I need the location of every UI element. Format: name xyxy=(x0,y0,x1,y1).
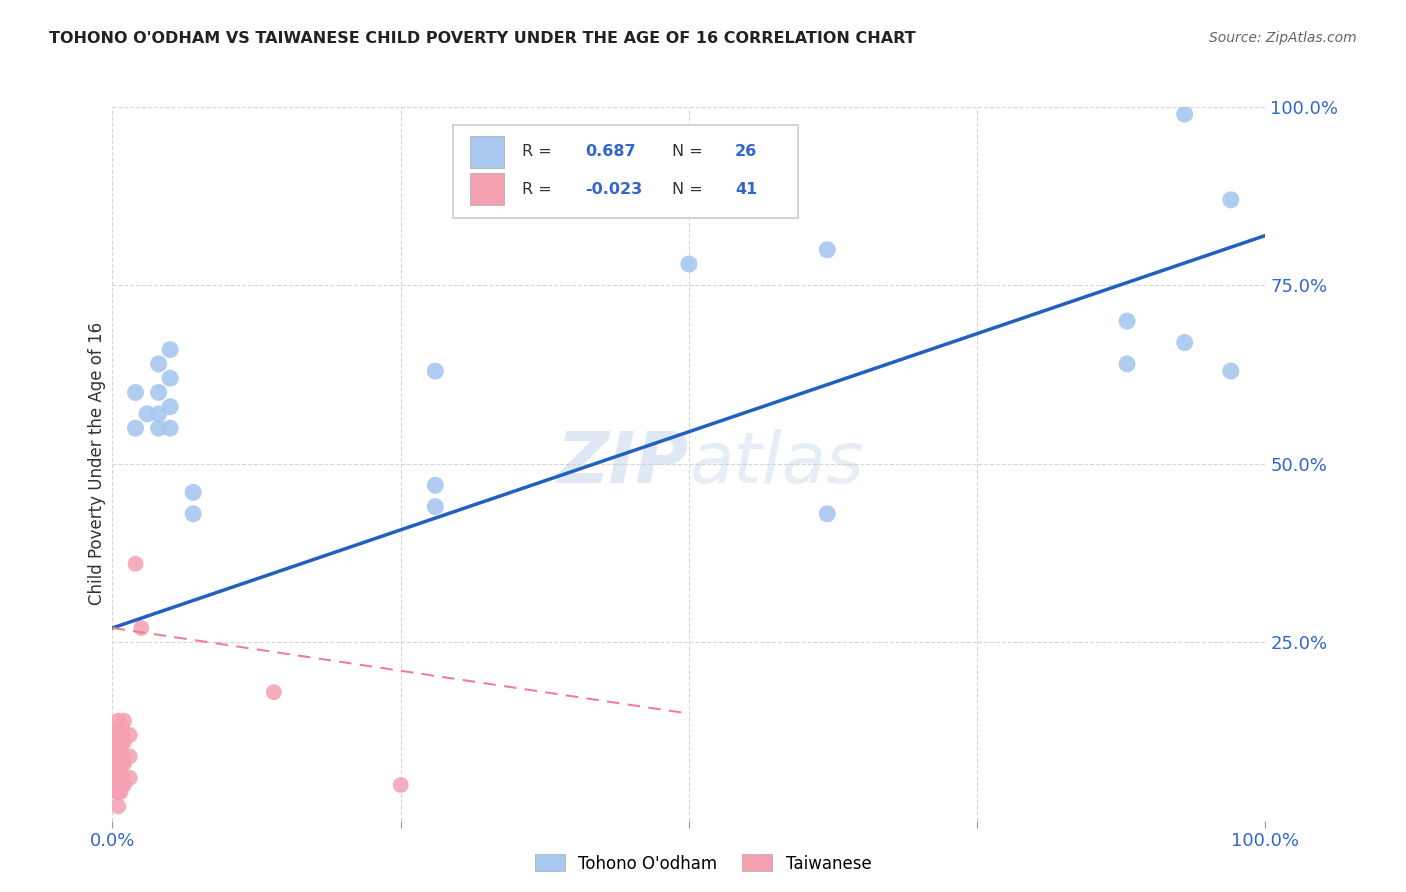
Point xyxy=(181,507,204,521)
Point xyxy=(110,785,132,799)
Point xyxy=(159,421,181,435)
Point xyxy=(148,385,170,400)
Point xyxy=(815,243,838,257)
Text: -0.023: -0.023 xyxy=(585,182,643,196)
Text: N =: N = xyxy=(672,182,707,196)
Point xyxy=(110,742,132,756)
Point xyxy=(1116,357,1139,371)
Point xyxy=(108,778,131,792)
Point xyxy=(108,764,131,778)
Text: Source: ZipAtlas.com: Source: ZipAtlas.com xyxy=(1209,31,1357,45)
Point xyxy=(107,799,129,814)
Point xyxy=(107,714,129,728)
Point xyxy=(118,771,141,785)
Point xyxy=(159,371,181,385)
Point xyxy=(425,364,447,378)
Point xyxy=(110,756,132,771)
FancyBboxPatch shape xyxy=(470,136,505,168)
Point xyxy=(105,771,128,785)
Point xyxy=(389,778,412,792)
Point xyxy=(111,756,134,771)
Y-axis label: Child Poverty Under the Age of 16: Child Poverty Under the Age of 16 xyxy=(87,322,105,606)
Text: N =: N = xyxy=(672,145,707,160)
Point xyxy=(108,749,131,764)
Point xyxy=(112,714,135,728)
Point xyxy=(111,771,134,785)
Point xyxy=(1116,314,1139,328)
Point xyxy=(112,735,135,749)
Point xyxy=(108,721,131,735)
Text: ZIP: ZIP xyxy=(557,429,689,499)
Point xyxy=(111,749,134,764)
Point xyxy=(110,771,132,785)
Text: 26: 26 xyxy=(735,145,758,160)
Point xyxy=(148,357,170,371)
Point xyxy=(111,721,134,735)
Point xyxy=(111,735,134,749)
Point xyxy=(1174,335,1197,350)
Point xyxy=(1219,364,1241,378)
FancyBboxPatch shape xyxy=(470,173,505,205)
Point xyxy=(108,735,131,749)
Point xyxy=(148,421,170,435)
Text: TOHONO O'ODHAM VS TAIWANESE CHILD POVERTY UNDER THE AGE OF 16 CORRELATION CHART: TOHONO O'ODHAM VS TAIWANESE CHILD POVERT… xyxy=(49,31,915,46)
Point xyxy=(107,728,129,742)
Text: 41: 41 xyxy=(735,182,758,196)
FancyBboxPatch shape xyxy=(453,125,799,218)
Point xyxy=(105,749,128,764)
Point xyxy=(104,785,127,799)
Point xyxy=(263,685,285,699)
Point xyxy=(159,400,181,414)
Point xyxy=(118,728,141,742)
Text: R =: R = xyxy=(522,182,557,196)
Point xyxy=(124,421,146,435)
Point xyxy=(104,764,127,778)
Point xyxy=(105,728,128,742)
Point xyxy=(104,742,127,756)
Text: 0.687: 0.687 xyxy=(585,145,636,160)
Point xyxy=(107,742,129,756)
Point xyxy=(107,785,129,799)
Point xyxy=(136,407,159,421)
Point xyxy=(124,385,146,400)
Point xyxy=(678,257,700,271)
Point xyxy=(112,778,135,792)
Point xyxy=(110,728,132,742)
Point xyxy=(111,728,134,742)
Text: R =: R = xyxy=(522,145,557,160)
Point xyxy=(107,756,129,771)
Point xyxy=(118,749,141,764)
Point xyxy=(1219,193,1241,207)
Point xyxy=(129,621,153,635)
Point xyxy=(111,778,134,792)
Legend: Tohono O'odham, Taiwanese: Tohono O'odham, Taiwanese xyxy=(529,847,877,880)
Point xyxy=(112,756,135,771)
Point xyxy=(148,407,170,421)
Point xyxy=(107,771,129,785)
Point xyxy=(425,478,447,492)
Point xyxy=(124,557,146,571)
Point xyxy=(159,343,181,357)
Point xyxy=(425,500,447,514)
Point xyxy=(181,485,204,500)
Point xyxy=(815,507,838,521)
Text: atlas: atlas xyxy=(689,429,863,499)
Point xyxy=(1174,107,1197,121)
